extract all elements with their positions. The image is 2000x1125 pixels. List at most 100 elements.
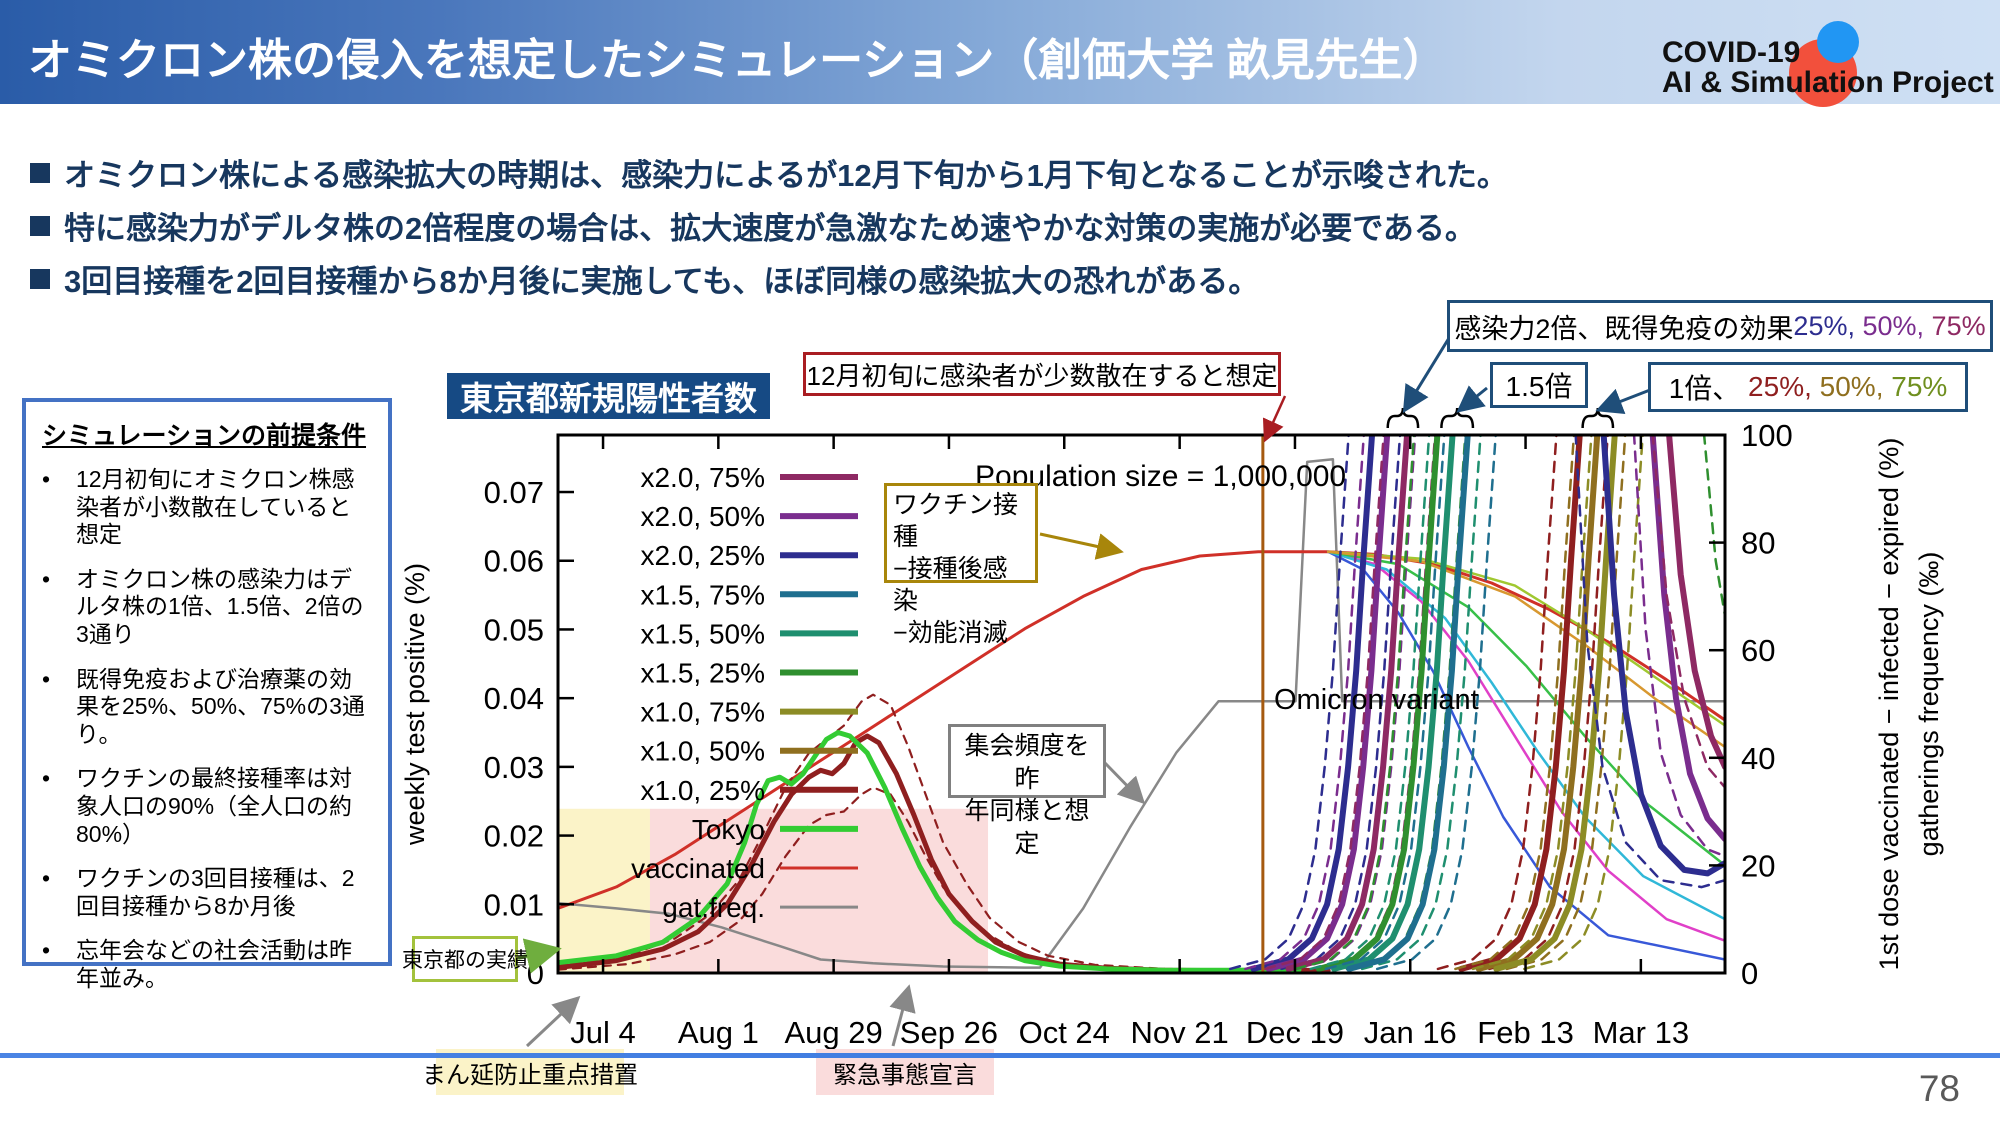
bullet-2: 特に感染力がデルタ株の2倍程度の場合は、拡大速度が急激なため速やかな対策の実施が… bbox=[30, 203, 1476, 248]
gathering-note-line1: 集会頻度を昨 bbox=[964, 732, 1090, 793]
vaccine-note-line1: ワクチン接種 bbox=[893, 491, 1019, 551]
bullet-3: 3回目接種を2回目接種から8か月後に実施しても、ほぼ同様の感染拡大の恐れがある。 bbox=[30, 256, 1259, 301]
vaccine-note-line3: −効能消滅 bbox=[893, 619, 1008, 647]
bullet-dot-icon: • bbox=[42, 765, 51, 792]
gathering-note: 集会頻度を昨 年同様と想定 bbox=[948, 724, 1106, 858]
footer-divider bbox=[0, 1053, 2000, 1058]
list-item: • ワクチンの最終接種率は対象人口の90%（全人口の約80%） bbox=[42, 765, 353, 847]
series-up-navy-d1 bbox=[1228, 435, 1350, 971]
series-down-magenta-d bbox=[1651, 435, 1725, 789]
series-vaccinated bbox=[558, 550, 1725, 910]
y-tick-label-right: 20 bbox=[1741, 848, 1775, 883]
y-tick-label-left: 0.04 bbox=[484, 681, 544, 716]
series-down-purple bbox=[1649, 435, 1725, 842]
series-up-darkred-d1 bbox=[1436, 435, 1558, 971]
series-up-oliveyellow-d2 bbox=[1523, 435, 1644, 971]
bullet-dot-icon: • bbox=[42, 865, 51, 892]
assumptions-panel: シミュレーションの前提条件 • 12月初旬にオミクロン株感染者が小数散在していると… bbox=[22, 398, 392, 991]
y-tick-label-left: 0.07 bbox=[484, 475, 544, 510]
assumptions-list: • 12月初旬にオミクロン株感染者が小数散在していると想定 • オミクロン株の感染力… bbox=[42, 466, 374, 993]
series-up-navy-d2 bbox=[1280, 435, 1402, 971]
gathering-note-line2: 年同様と想定 bbox=[964, 797, 1090, 858]
list-item: • 12月初旬にオミクロン株感染者が小数散在していると想定 bbox=[42, 466, 355, 548]
bullet-dot-icon: • bbox=[42, 466, 51, 492]
x-tick-label: Sep 26 bbox=[900, 1015, 998, 1050]
bullet-1: オミクロン株による感染拡大の時期は、感染力によるが12月下旬から1月下旬となるこ… bbox=[30, 150, 1508, 195]
scenario-brace bbox=[1440, 407, 1475, 429]
bullet-square-icon bbox=[30, 268, 50, 289]
project-logo-subtext: AI & Simulation Project bbox=[1662, 66, 1994, 99]
project-logo-text: COVID-19 bbox=[1662, 36, 1801, 69]
annotation-arrow bbox=[1595, 388, 1651, 414]
series-up-navy bbox=[1250, 435, 1376, 972]
list-item: • ワクチンの3回目接種は、2回目接種から8か月後 bbox=[42, 865, 355, 919]
series-up-oliveyellow-d1 bbox=[1471, 435, 1593, 971]
annotation-arrow bbox=[517, 938, 562, 974]
series-up-green bbox=[1315, 435, 1441, 972]
y-tick-label-left: 0.06 bbox=[484, 544, 544, 579]
series-gat.freq. bbox=[558, 457, 1725, 969]
right-axis-title-1: 1st dose vaccinated − infected − expired… bbox=[1874, 438, 1904, 971]
series-up-tealblue-d1 bbox=[1324, 435, 1446, 971]
annotation-arrow bbox=[1456, 385, 1488, 413]
legend-label-x1-5-75-: x1.5, 75% bbox=[640, 579, 765, 610]
annotation-arrow bbox=[1102, 760, 1146, 805]
series-up-magenta-d1 bbox=[1263, 435, 1385, 971]
x15-scenario-note: 1.5倍 bbox=[1490, 362, 1588, 408]
bullet-dot-icon: • bbox=[42, 665, 51, 692]
x2-scenario-note: 感染力2倍、既得免疫の効果 25%, 50%, 75% bbox=[1447, 300, 1993, 352]
series-up-tealblue-d2 bbox=[1375, 435, 1497, 971]
series-up-olive bbox=[1475, 435, 1601, 972]
y-tick-label-right: 100 bbox=[1741, 418, 1793, 453]
x1-note-prefix: 1倍、 bbox=[1668, 373, 1741, 404]
tokyo-actual-label: 東京都の実績 bbox=[402, 936, 528, 982]
bullet-dot-icon: • bbox=[42, 937, 51, 964]
x2-note-prefix: 感染力2倍、既得免疫の効果 bbox=[1454, 313, 1794, 344]
series-up-olive-d1 bbox=[1454, 435, 1576, 971]
annotation-arrow bbox=[889, 984, 916, 1047]
y-tick-label-left: 0.03 bbox=[484, 750, 544, 785]
legend-label-x1-0-75-: x1.0, 75% bbox=[640, 697, 765, 728]
series-up-purple bbox=[1265, 435, 1391, 972]
x1-note-50: 50%, bbox=[1819, 371, 1884, 402]
bullet-1-text: オミクロン株による感染拡大の時期は、感染力によるが12月下旬から1月下旬となるこ… bbox=[64, 158, 1508, 193]
series-up-oliveyellow bbox=[1493, 435, 1618, 972]
vaccine-note: ワクチン接種 −接種後感染 −効能消滅 bbox=[884, 483, 1038, 647]
annotation-arrow bbox=[1262, 395, 1287, 443]
list-item: • 忘年会などの社会活動は昨年並み。 bbox=[42, 937, 352, 991]
x1-note-25: 25%, bbox=[1748, 371, 1812, 402]
scenario-brace bbox=[1581, 407, 1615, 429]
y-tick-label-left: 0.02 bbox=[484, 819, 544, 854]
bullet-dot-icon: • bbox=[42, 565, 51, 592]
x-tick-label: Dec 19 bbox=[1246, 1015, 1344, 1050]
series-down-purple-d bbox=[1632, 435, 1725, 858]
logo-blue-circle bbox=[1817, 21, 1859, 63]
vaccine-note-line2: −接種後感染 bbox=[893, 555, 1008, 615]
page-number: 78 bbox=[1918, 1068, 1960, 1109]
y-tick-label-left: 0.05 bbox=[484, 612, 544, 647]
seed-assumption-note: 12月初旬に感染者が少数散在すると想定 bbox=[803, 352, 1281, 396]
annotation-arrow bbox=[1039, 532, 1124, 560]
header-bar: オミクロン株の侵入を想定したシミュレーション（創価大学 畝見先生） COVID-… bbox=[0, 0, 2000, 107]
x-tick-label: Aug 1 bbox=[678, 1015, 759, 1050]
y-tick-label-right: 80 bbox=[1741, 526, 1775, 561]
scenario-brace bbox=[1386, 407, 1420, 429]
bullet-square-icon bbox=[30, 215, 50, 236]
y-tick-label-right: 60 bbox=[1741, 633, 1775, 668]
series-down-navy bbox=[1600, 435, 1725, 877]
legend-label-x2-0-25-: x2.0, 25% bbox=[640, 540, 765, 571]
series-tokyo bbox=[558, 730, 1302, 973]
x-tick-label: Mar 13 bbox=[1593, 1015, 1689, 1050]
x1-note-75: 75% bbox=[1891, 371, 1948, 402]
annotation-arrow bbox=[525, 995, 581, 1048]
right-axis-title-2: gatherings frequency (‰) bbox=[1914, 552, 1944, 857]
series-fit-upper bbox=[558, 693, 1330, 971]
page-title: オミクロン株の侵入を想定したシミュレーション（創価大学 畝見先生） bbox=[28, 36, 1447, 85]
series-up-darkred-d2 bbox=[1488, 435, 1609, 971]
legend-label-x1-5-25-: x1.5, 25% bbox=[640, 658, 765, 689]
legend-label-vaccinated: vaccinated bbox=[631, 853, 765, 884]
y-tick-label-right: 0 bbox=[1741, 956, 1758, 991]
legend-label-gat-freq-: gat.freq. bbox=[662, 892, 765, 923]
